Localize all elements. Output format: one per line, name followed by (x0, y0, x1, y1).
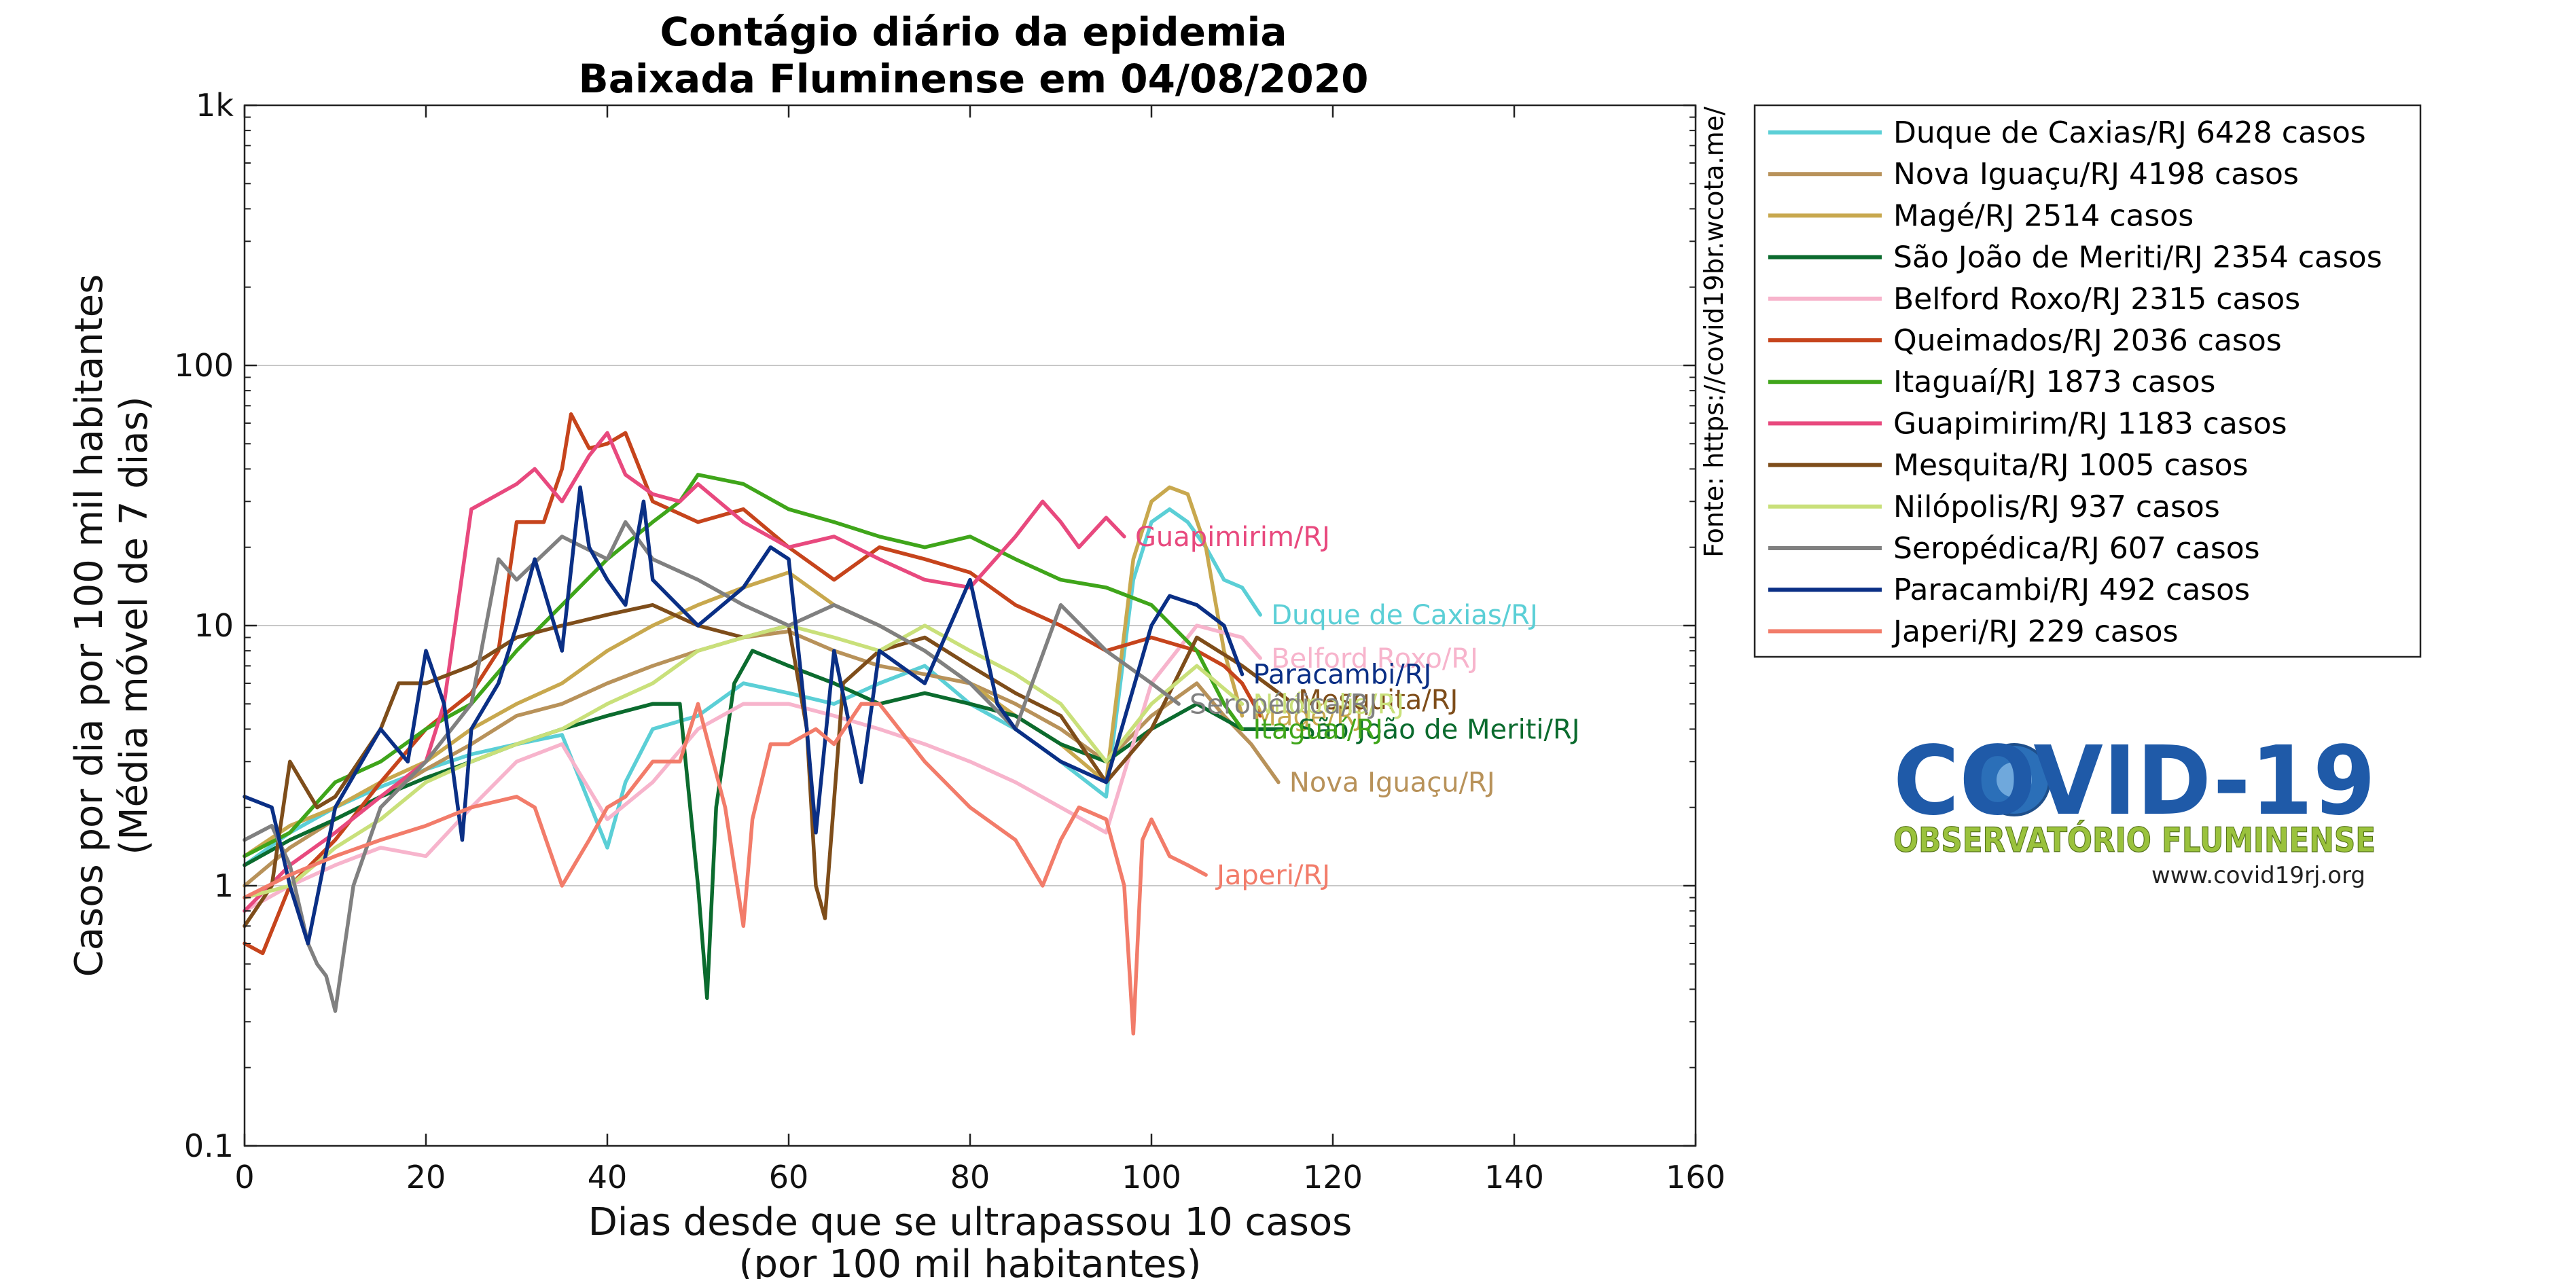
x-tick-label: 160 (1666, 1159, 1725, 1195)
series-end-label: Guapimirim/RJ (1135, 522, 1330, 553)
y-tick-label: 100 (174, 347, 234, 384)
y-axis-label-line-2: (Média móvel de 7 dias) (112, 396, 156, 854)
covid19-logo: COVID-19 OBSERVATÓRIO FLUMINENSE www.cov… (1893, 726, 2376, 889)
x-tick-label: 40 (588, 1159, 628, 1195)
legend: Duque de Caxias/RJ 6428 casos Nova Iguaçu… (1768, 115, 2382, 649)
logo-subtitle: OBSERVATÓRIO FLUMINENSE (1893, 820, 2376, 860)
x-tick-label: 60 (769, 1159, 809, 1195)
legend-entry: Guapimirim/RJ 1183 casos (1893, 406, 2287, 441)
virus-core-icon (1997, 762, 2032, 797)
legend-entry: Belford Roxo/RJ 2315 casos (1893, 282, 2300, 317)
series-end-label: Mesquita/RJ (1298, 685, 1458, 716)
series-end-label: Seropédica/RJ (1189, 689, 1377, 720)
legend-entry: Paracambi/RJ 492 casos (1893, 573, 2250, 607)
legend-entry: Mesquita/RJ 1005 casos (1893, 448, 2248, 483)
series-line (243, 624, 1245, 900)
y-axis-label-line-1: Casos por dia por 100 mil habitantes (67, 274, 111, 977)
series-end-label: Nilópolis/RJ (1253, 689, 1405, 720)
logo-url: www.covid19rj.org (2151, 862, 2365, 889)
series-line (243, 624, 1262, 913)
axis-ticks: 0.1 1 10 100 1k 0 20 40 60 80 100 120 140 160 (174, 87, 1725, 1195)
legend-entry: Nilópolis/RJ 937 casos (1893, 490, 2220, 524)
x-axis-label-line-2: (por 100 mil habitantes) (739, 1242, 1202, 1279)
x-tick-label: 140 (1484, 1159, 1544, 1195)
x-axis-label-line-1: Dias desde que se ultrapassou 10 casos (588, 1200, 1353, 1244)
legend-entry: Duque de Caxias/RJ 6428 casos (1893, 115, 2366, 150)
series-end-label: Itaguaí/RJ (1253, 714, 1383, 745)
legend-entry: Itaguaí/RJ 1873 casos (1893, 365, 2215, 399)
series-end-label: Japeri/RJ (1215, 860, 1330, 891)
series-lines (243, 412, 1290, 1036)
series-line (243, 649, 1290, 1001)
series-end-label: Duque de Caxias/RJ (1271, 600, 1538, 631)
legend-entry: Seropédica/RJ 607 casos (1893, 531, 2260, 566)
series-line (243, 702, 1208, 1036)
x-tick-label: 100 (1122, 1159, 1181, 1195)
y-tick-label: 1 (214, 867, 234, 904)
y-tick-label: 10 (194, 607, 234, 644)
x-tick-label: 20 (406, 1159, 446, 1195)
x-tick-label: 0 (234, 1159, 254, 1195)
series-line (243, 507, 1262, 867)
legend-entry: Japeri/RJ 229 casos (1891, 614, 2179, 649)
series-line (243, 431, 1126, 913)
legend-entry: Queimados/RJ 2036 casos (1893, 323, 2282, 358)
x-tick-label: 80 (950, 1159, 990, 1195)
series-line (243, 485, 1245, 945)
series-end-label: Paracambi/RJ (1253, 660, 1432, 691)
series-end-label: Nova Iguaçu/RJ (1289, 768, 1495, 799)
series-line (243, 520, 1181, 1013)
series-line (243, 485, 1245, 859)
series-labels: Duque de Caxias/RJ Nova Iguaçu/RJ Magé/RJS… (1135, 522, 1580, 891)
legend-entry: Nova Iguaçu/RJ 4198 casos (1893, 157, 2299, 192)
series-end-label: São João de Meriti/RJ (1298, 714, 1579, 745)
y-tick-label: 0.1 (184, 1128, 234, 1164)
chart-title-line-2: Baixada Fluminense em 04/08/2020 (579, 56, 1369, 102)
source-text: Fonte: https://covid19br.wcota.me/ (1699, 107, 1729, 558)
y-tick-label: 1k (196, 87, 234, 124)
x-tick-label: 120 (1303, 1159, 1363, 1195)
legend-entry: Magé/RJ 2514 casos (1893, 198, 2194, 233)
chart-title-line-1: Contágio diário da epidemia (660, 9, 1287, 55)
legend-entry: São João de Meriti/RJ 2354 casos (1893, 240, 2382, 275)
logo-title: COVID-19 (1893, 726, 2376, 837)
series-line (243, 473, 1245, 859)
series-end-label: Magé/RJ (1253, 701, 1363, 732)
series-end-label: Belford Roxo/RJ (1271, 643, 1478, 674)
